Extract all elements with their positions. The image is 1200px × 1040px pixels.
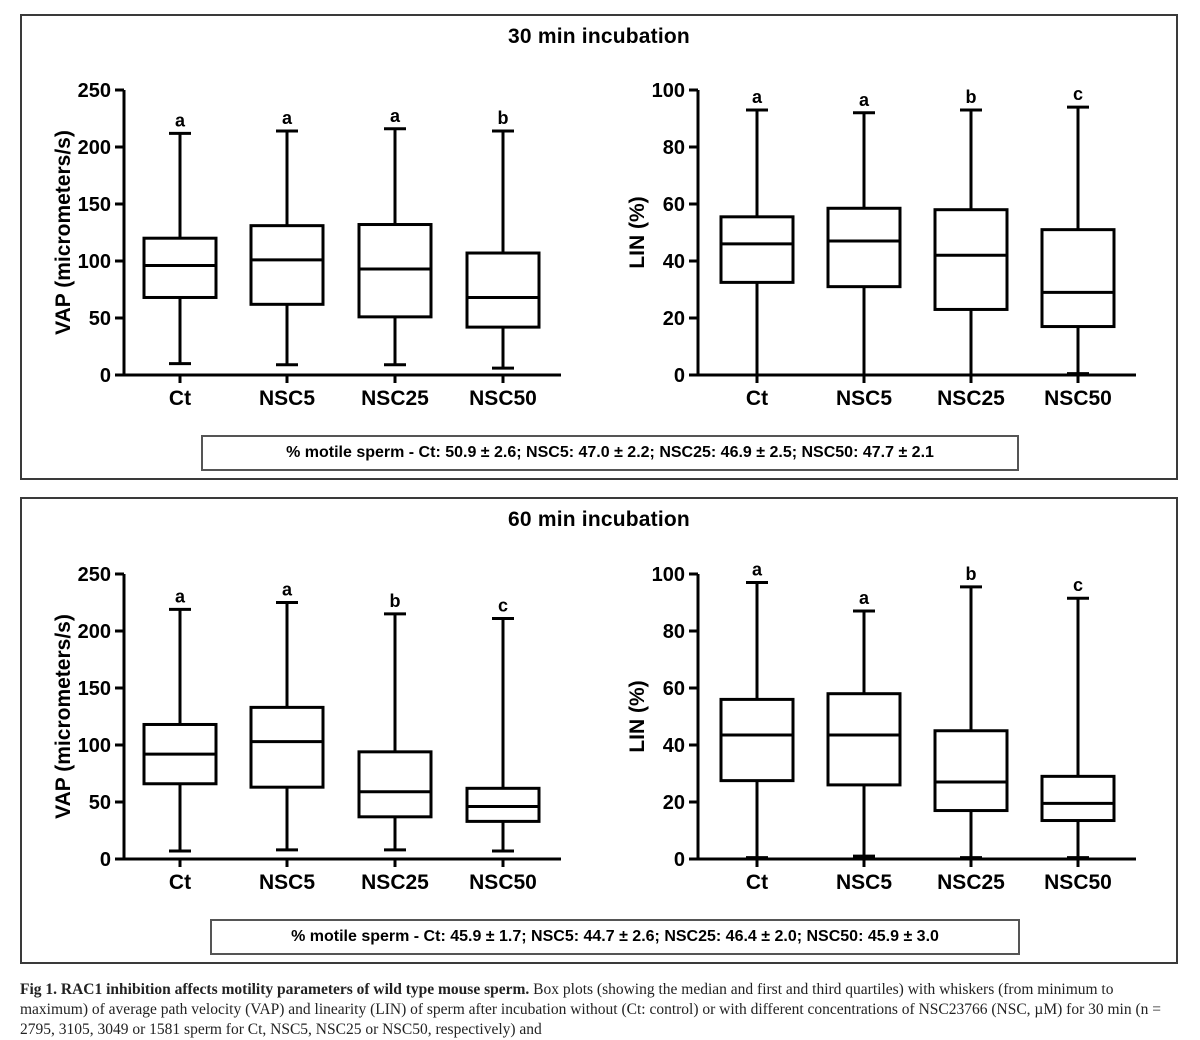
lin-y-tick-label: 60	[663, 678, 685, 700]
box-iqr	[249, 224, 325, 306]
category-label: NSC50	[469, 387, 537, 410]
box-iqr	[719, 697, 795, 783]
box-iqr	[249, 705, 325, 789]
lin-y-tick-label: 100	[652, 80, 685, 102]
significance-letter: c	[1073, 84, 1083, 104]
significance-letter: a	[752, 87, 763, 107]
vap-y-tick-label: 250	[78, 80, 111, 102]
lin-y-axis-label: LIN (%)	[626, 680, 649, 752]
significance-letter: a	[175, 110, 186, 130]
box-iqr	[933, 208, 1009, 311]
category-label: Ct	[169, 387, 191, 410]
category-label: Ct	[746, 387, 768, 410]
significance-letter: a	[859, 90, 870, 110]
box-iqr	[357, 750, 433, 819]
significance-letter: b	[498, 108, 509, 128]
vap-y-tick-label: 50	[89, 308, 111, 330]
box-iqr	[465, 786, 541, 823]
box-iqr	[1040, 228, 1116, 329]
box-iqr	[826, 692, 902, 787]
caption-text: Box plots (showing the median and first …	[20, 981, 1162, 1038]
category-label: NSC25	[361, 871, 429, 894]
category-label: Ct	[169, 871, 191, 894]
vap-y-axis-label: VAP (micrometers/s)	[52, 614, 75, 819]
significance-letter: b	[966, 564, 977, 584]
panel-30-min: 30 min incubation 0 50 100 150 200 250 VAP (mi…	[20, 14, 1178, 480]
box-iqr	[1040, 774, 1116, 823]
lin-y-tick-label: 100	[652, 564, 685, 586]
box-iqr	[142, 236, 218, 299]
box-iqr	[465, 251, 541, 329]
vap-y-tick-label: 100	[78, 251, 111, 273]
significance-letter: a	[175, 586, 186, 606]
lin-y-tick-label: 80	[663, 621, 685, 643]
panel-title: 30 min incubation	[508, 25, 690, 48]
caption-label: Fig 1. RAC1 inhibition affects motility …	[20, 981, 530, 998]
box-iqr	[826, 206, 902, 289]
significance-letter: a	[390, 106, 401, 126]
significance-letter: a	[282, 580, 293, 600]
significance-letter: c	[1073, 575, 1083, 595]
motile-sperm-summary: % motile sperm - Ct: 50.9 ± 2.6; NSC5: 4…	[201, 435, 1019, 471]
lin-y-tick-label: 0	[674, 365, 685, 387]
significance-letter: c	[498, 595, 508, 615]
panel-60-min: 60 min incubation 0 50 100 150 200 250 VAP (mi…	[20, 497, 1178, 964]
lin-y-tick-label: 20	[663, 792, 685, 814]
vap-y-tick-label: 200	[78, 137, 111, 159]
lin-y-axis-label: LIN (%)	[626, 196, 649, 268]
vap-y-tick-label: 0	[100, 365, 111, 387]
significance-letter: b	[390, 591, 401, 611]
lin-y-tick-label: 20	[663, 308, 685, 330]
lin-y-tick-label: 60	[663, 194, 685, 216]
vap-y-tick-label: 0	[100, 849, 111, 871]
significance-letter: a	[752, 560, 763, 580]
category-label: NSC5	[836, 387, 892, 410]
vap-y-tick-label: 250	[78, 564, 111, 586]
significance-letter: a	[859, 588, 870, 608]
lin-y-tick-label: 0	[674, 849, 685, 871]
category-label: NSC25	[937, 871, 1005, 894]
significance-letter: b	[966, 87, 977, 107]
category-label: NSC5	[259, 387, 315, 410]
lin-y-tick-label: 40	[663, 251, 685, 273]
panel-title: 60 min incubation	[508, 508, 690, 531]
box-iqr	[933, 729, 1009, 813]
box-iqr	[719, 215, 795, 284]
category-label: NSC25	[937, 387, 1005, 410]
category-label: NSC25	[361, 387, 429, 410]
vap-y-tick-label: 100	[78, 735, 111, 757]
vap-y-tick-label: 150	[78, 194, 111, 216]
category-label: NSC5	[259, 871, 315, 894]
category-label: NSC50	[1044, 387, 1112, 410]
vap-y-axis-label: VAP (micrometers/s)	[52, 130, 75, 335]
box-iqr	[357, 223, 433, 319]
motile-sperm-summary: % motile sperm - Ct: 45.9 ± 1.7; NSC5: 4…	[210, 919, 1020, 955]
vap-y-tick-label: 50	[89, 792, 111, 814]
lin-y-tick-label: 80	[663, 137, 685, 159]
category-label: NSC50	[469, 871, 537, 894]
significance-letter: a	[282, 108, 293, 128]
vap-y-tick-label: 200	[78, 621, 111, 643]
category-label: NSC50	[1044, 871, 1112, 894]
category-label: Ct	[746, 871, 768, 894]
lin-y-tick-label: 40	[663, 735, 685, 757]
category-label: NSC5	[836, 871, 892, 894]
vap-y-tick-label: 150	[78, 678, 111, 700]
figure-caption: Fig 1. RAC1 inhibition affects motility …	[20, 980, 1185, 1040]
